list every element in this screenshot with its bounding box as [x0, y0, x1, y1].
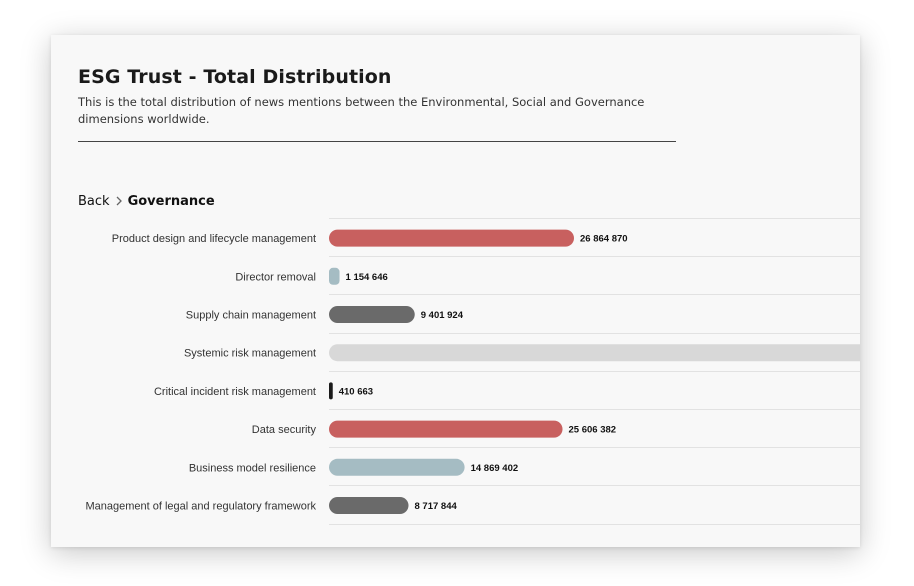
category-label: Product design and lifecycle management [112, 233, 316, 245]
value-label: 26 864 870 [580, 234, 628, 245]
category-label: Director removal [235, 271, 316, 283]
bar [329, 458, 465, 476]
value-label: 14 869 402 [471, 463, 519, 474]
governance-bar-chart: Product design and lifecycle management 2… [51, 218, 860, 525]
breadcrumb-current: Governance [127, 193, 215, 209]
bar [329, 267, 340, 285]
bar [329, 382, 333, 400]
bar [329, 497, 409, 514]
chart-card: ESG Trust - Total Distribution This is t… [51, 35, 860, 547]
value-label: 25 606 382 [569, 425, 617, 436]
chevron-right-icon [110, 196, 128, 206]
bar [329, 229, 574, 247]
bar-chart-svg: Product design and lifecycle management 2… [85, 218, 860, 525]
bar [329, 344, 860, 362]
category-label: Critical incident risk management [154, 386, 316, 398]
category-label: Business model resilience [189, 462, 316, 474]
value-label: 9 401 924 [421, 310, 464, 321]
bar [329, 420, 563, 438]
breadcrumb: Back Governance [78, 192, 215, 210]
value-label: 1 154 646 [346, 272, 388, 283]
value-label: 8 717 844 [415, 501, 458, 512]
header-divider [78, 141, 676, 142]
back-link[interactable]: Back [78, 193, 110, 209]
category-label: Data security [252, 424, 317, 436]
page-title: ESG Trust - Total Distribution [78, 66, 392, 88]
category-label: Systemic risk management [184, 348, 316, 360]
page-subtitle: This is the total distribution of news m… [78, 95, 645, 126]
bar [329, 306, 415, 323]
value-label: 410 663 [339, 386, 373, 397]
category-label: Supply chain management [186, 310, 316, 322]
category-label: Management of legal and regulatory frame… [85, 501, 316, 513]
